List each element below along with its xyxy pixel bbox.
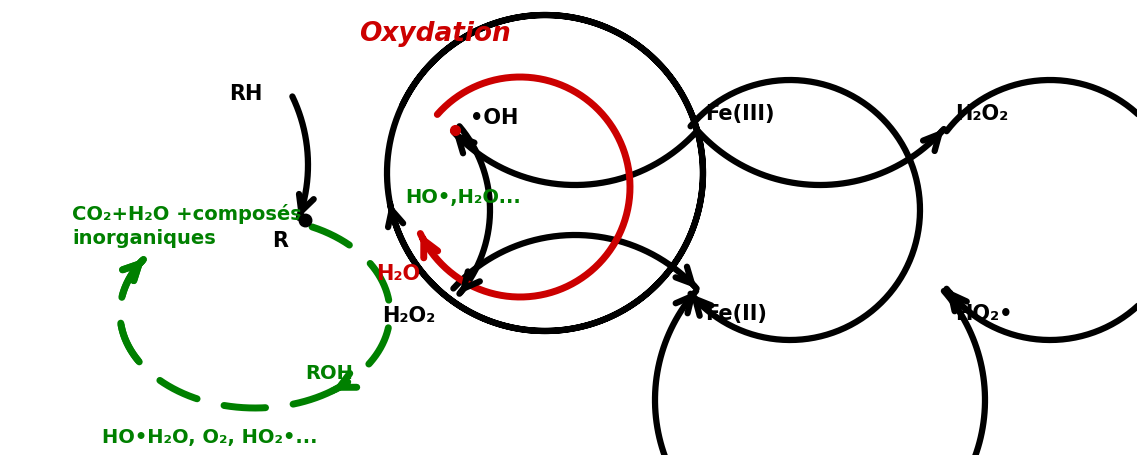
Text: R: R [272,231,288,250]
Text: Fe(III): Fe(III) [705,104,774,124]
Text: CO₂+H₂O +composés
inorganiques: CO₂+H₂O +composés inorganiques [72,204,301,247]
Text: Oxydation: Oxydation [359,21,511,47]
Text: HO₂•: HO₂• [955,303,1013,324]
Text: HO•H₂O, O₂, HO₂•...: HO•H₂O, O₂, HO₂•... [102,427,317,446]
Text: •OH: •OH [470,108,518,128]
Text: Fe(II): Fe(II) [705,303,766,324]
Text: H₂O₂: H₂O₂ [955,104,1009,124]
Text: HO•,H₂O...: HO•,H₂O... [405,188,521,207]
Text: H₂O₂: H₂O₂ [382,305,435,325]
Text: RH: RH [229,84,262,104]
Text: ROH: ROH [305,363,352,382]
Text: H₂O: H₂O [376,263,420,283]
